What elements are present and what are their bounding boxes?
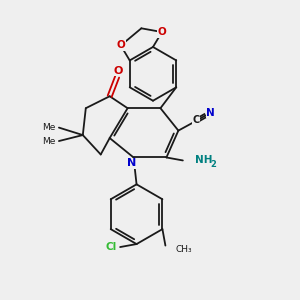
Text: 2: 2 <box>211 160 217 169</box>
Text: N: N <box>206 108 215 118</box>
Text: N: N <box>128 158 137 168</box>
Text: C: C <box>193 115 200 125</box>
Text: Me: Me <box>42 123 55 132</box>
Text: Cl: Cl <box>105 242 117 252</box>
Text: CH₃: CH₃ <box>176 244 193 253</box>
Text: O: O <box>116 40 125 50</box>
Text: Me: Me <box>42 136 55 146</box>
Text: NH: NH <box>195 155 212 166</box>
Text: O: O <box>158 27 166 37</box>
Text: O: O <box>114 66 123 76</box>
